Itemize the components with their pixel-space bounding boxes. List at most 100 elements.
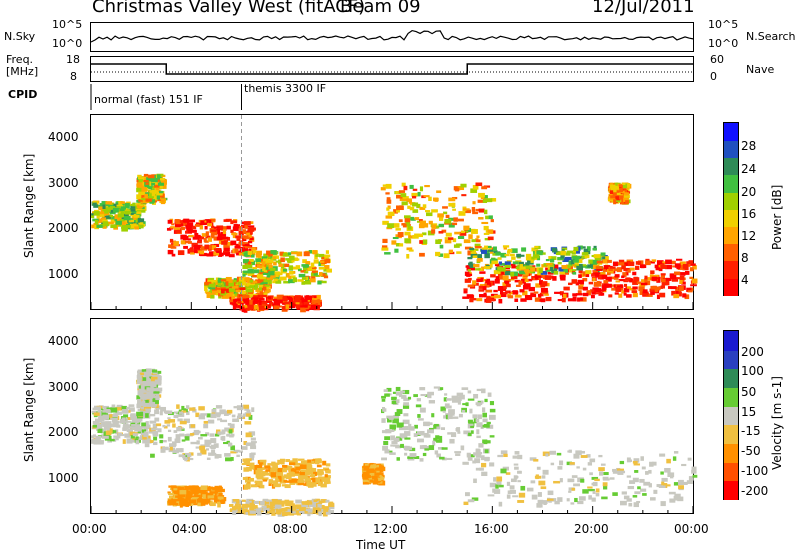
- data-cell: [216, 454, 220, 458]
- data-cell: [598, 454, 603, 458]
- data-cell: [148, 193, 154, 199]
- data-cell: [592, 277, 596, 282]
- data-cell: [137, 177, 145, 180]
- data-cell: [156, 370, 162, 374]
- data-cell: [136, 403, 142, 409]
- data-cell: [130, 223, 136, 229]
- data-cell: [195, 412, 200, 418]
- data-cell: [319, 260, 325, 264]
- data-cell: [206, 294, 211, 298]
- data-cell: [204, 491, 208, 496]
- data-cell: [621, 290, 626, 294]
- data-cell: [239, 225, 243, 231]
- data-cell: [503, 285, 507, 290]
- data-cell: [484, 449, 489, 454]
- data-cell: [145, 198, 152, 202]
- data-cell: [183, 418, 190, 423]
- data-cell: [602, 256, 606, 261]
- data-cell: [444, 219, 452, 224]
- data-cell: [673, 294, 680, 299]
- data-cell: [404, 452, 408, 456]
- data-cell: [317, 481, 322, 487]
- data-cell: [234, 503, 239, 509]
- data-cell: [399, 444, 404, 448]
- data-cell: [145, 408, 151, 413]
- data-cell: [144, 443, 150, 448]
- data-cell: [520, 298, 527, 302]
- data-cell: [246, 234, 252, 238]
- data-cell: [422, 223, 429, 228]
- data-cell: [571, 475, 578, 478]
- colorbar-segment: [724, 387, 738, 407]
- data-cell: [385, 183, 392, 189]
- data-cell: [580, 297, 587, 302]
- data-cell: [245, 432, 252, 438]
- data-cell: [625, 271, 629, 276]
- data-cell: [138, 436, 144, 440]
- data-cell: [592, 270, 599, 273]
- data-cell: [263, 308, 269, 311]
- data-cell: [482, 198, 488, 204]
- data-cell: [613, 284, 618, 288]
- data-cell: [665, 264, 672, 270]
- data-cell: [382, 220, 389, 225]
- data-cell: [385, 429, 392, 434]
- data-cell: [244, 421, 252, 425]
- data-cell: [233, 449, 240, 452]
- data-cell: [461, 387, 469, 391]
- data-cell: [493, 489, 501, 494]
- data-cell: [397, 232, 404, 237]
- data-cell: [305, 464, 313, 469]
- data-cell: [467, 398, 475, 401]
- data-cell: [478, 443, 484, 448]
- data-cell: [409, 453, 417, 458]
- data-cell: [407, 446, 413, 451]
- data-cell: [205, 442, 210, 448]
- data-cell: [156, 195, 160, 200]
- data-cell: [574, 264, 580, 267]
- data-cell: [191, 499, 197, 504]
- data-cell: [268, 253, 273, 257]
- data-cell: [515, 266, 523, 270]
- data-cell: [530, 259, 534, 263]
- data-cell: [266, 262, 273, 265]
- data-cell: [150, 195, 158, 201]
- data-cell: [187, 228, 192, 234]
- data-cell: [269, 505, 274, 510]
- data-cell: [112, 207, 119, 213]
- power-colorbar: [723, 122, 739, 296]
- velocity-cbar-m100: -100: [741, 464, 769, 478]
- data-cell: [328, 502, 335, 507]
- data-cell: [247, 240, 253, 244]
- data-cell: [549, 450, 557, 455]
- data-cell: [204, 289, 208, 293]
- data-cell: [457, 186, 465, 191]
- data-cell: [123, 215, 131, 221]
- data-cell: [188, 234, 194, 238]
- data-cell: [666, 280, 670, 286]
- data-cell: [419, 407, 426, 413]
- data-cell: [681, 481, 688, 485]
- data-cell: [679, 279, 683, 284]
- data-cell: [373, 468, 381, 471]
- echo-region: [592, 258, 698, 300]
- data-cell: [476, 435, 481, 439]
- data-cell: [319, 500, 325, 503]
- data-cell: [173, 411, 178, 414]
- data-cell: [606, 283, 612, 288]
- data-cell: [448, 413, 455, 416]
- data-cell: [210, 294, 215, 299]
- data-cell: [289, 265, 294, 270]
- data-cell: [414, 217, 420, 221]
- data-cell: [424, 448, 430, 451]
- data-cell: [658, 485, 666, 488]
- data-cell: [489, 298, 496, 302]
- data-cell: [204, 226, 208, 230]
- data-cell: [664, 467, 671, 473]
- data-cell: [489, 462, 495, 467]
- data-cell: [614, 186, 620, 190]
- data-cell: [615, 280, 620, 283]
- data-cell: [150, 381, 155, 385]
- data-cell: [253, 269, 260, 274]
- data-cell: [137, 174, 142, 178]
